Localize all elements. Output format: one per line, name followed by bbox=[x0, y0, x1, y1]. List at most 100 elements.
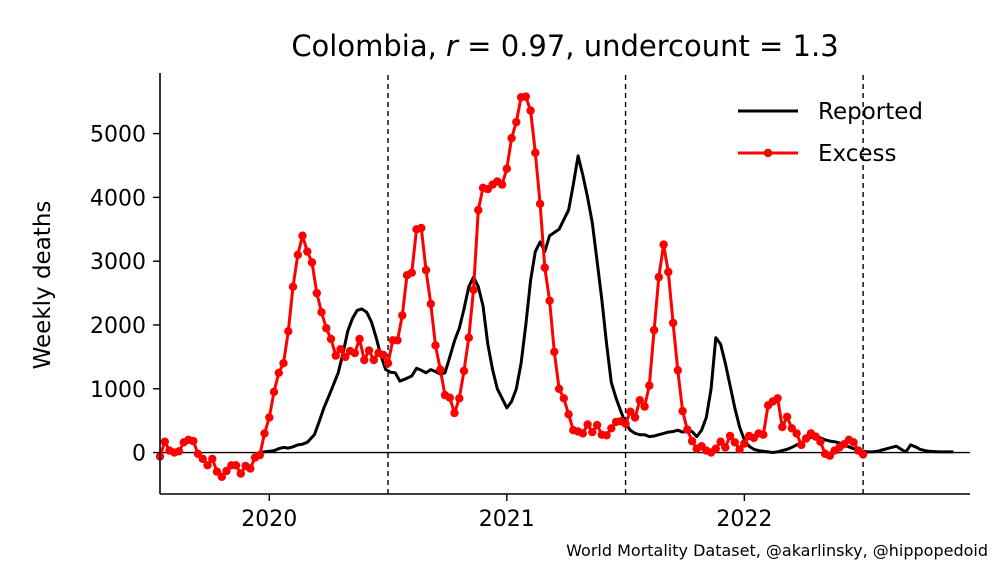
point-excess-13 bbox=[217, 472, 226, 481]
point-excess-92 bbox=[592, 420, 602, 430]
axes bbox=[159, 73, 970, 495]
point-excess-16 bbox=[231, 461, 241, 470]
y-tick-label-2: 2000 bbox=[90, 314, 146, 339]
chart-title: Colombia, r = 0.97, undercount = 1.3 bbox=[291, 29, 838, 63]
point-excess-37 bbox=[331, 351, 340, 360]
point-excess-101 bbox=[635, 396, 644, 405]
point-excess-98 bbox=[621, 419, 630, 428]
point-excess-25 bbox=[274, 368, 283, 377]
point-excess-112 bbox=[687, 436, 697, 446]
point-excess-50 bbox=[393, 336, 402, 345]
point-excess-75 bbox=[512, 117, 521, 127]
y-tick-label-5: 5000 bbox=[90, 123, 146, 148]
point-excess-1 bbox=[160, 437, 169, 446]
point-excess-118 bbox=[716, 437, 725, 446]
point-excess-107 bbox=[664, 267, 673, 277]
point-excess-78 bbox=[526, 106, 535, 115]
point-excess-139 bbox=[816, 437, 825, 446]
point-excess-130 bbox=[773, 394, 782, 403]
point-excess-132 bbox=[782, 412, 792, 421]
point-excess-123 bbox=[740, 439, 749, 448]
point-excess-62 bbox=[450, 408, 459, 418]
point-excess-33 bbox=[312, 288, 321, 298]
data-credit: World Mortality Dataset, @akarlinsky, @h… bbox=[566, 541, 988, 560]
point-excess-43 bbox=[360, 355, 369, 365]
point-excess-45 bbox=[369, 355, 378, 365]
point-excess-79 bbox=[531, 148, 540, 157]
point-excess-104 bbox=[649, 325, 659, 335]
y-tick-label-0: 0 bbox=[132, 442, 146, 467]
point-excess-35 bbox=[322, 324, 331, 333]
point-excess-21 bbox=[255, 450, 264, 460]
point-excess-111 bbox=[683, 425, 692, 434]
point-excess-95 bbox=[607, 424, 616, 433]
point-excess-86 bbox=[564, 410, 573, 419]
point-excess-103 bbox=[645, 381, 654, 390]
point-excess-85 bbox=[559, 394, 568, 403]
point-excess-131 bbox=[778, 422, 787, 432]
point-excess-19 bbox=[246, 464, 255, 473]
point-excess-108 bbox=[668, 318, 678, 328]
point-excess-72 bbox=[497, 180, 507, 189]
point-excess-22 bbox=[260, 429, 269, 438]
point-excess-77 bbox=[521, 92, 530, 101]
point-excess-134 bbox=[792, 429, 801, 438]
point-excess-36 bbox=[326, 334, 336, 344]
series-excess bbox=[155, 92, 868, 481]
point-excess-51 bbox=[398, 311, 407, 320]
point-excess-66 bbox=[469, 285, 478, 295]
point-excess-23 bbox=[265, 413, 274, 422]
point-excess-83 bbox=[550, 347, 559, 356]
point-excess-89 bbox=[578, 429, 587, 438]
y-ticks: 0 1000 2000 3000 4000 5000 bbox=[90, 123, 160, 467]
point-excess-148 bbox=[858, 450, 868, 459]
point-excess-7 bbox=[189, 436, 198, 446]
point-excess-32 bbox=[307, 258, 317, 267]
point-excess-100 bbox=[630, 413, 640, 422]
point-excess-122 bbox=[735, 445, 744, 454]
point-excess-4 bbox=[174, 447, 184, 456]
point-excess-82 bbox=[545, 296, 554, 305]
point-excess-67 bbox=[474, 205, 483, 215]
point-excess-81 bbox=[540, 263, 549, 272]
point-excess-55 bbox=[417, 223, 426, 233]
point-excess-27 bbox=[284, 327, 293, 336]
point-excess-28 bbox=[288, 282, 298, 291]
point-excess-53 bbox=[407, 268, 416, 277]
point-excess-109 bbox=[673, 366, 682, 375]
point-excess-135 bbox=[797, 440, 806, 450]
legend-excess-label: Excess bbox=[818, 141, 897, 167]
point-excess-17 bbox=[236, 469, 245, 478]
point-excess-64 bbox=[459, 366, 469, 376]
point-excess-84 bbox=[554, 384, 564, 393]
point-excess-121 bbox=[730, 438, 739, 447]
point-excess-34 bbox=[317, 308, 326, 317]
point-excess-31 bbox=[303, 247, 312, 256]
point-excess-26 bbox=[279, 359, 288, 368]
point-excess-120 bbox=[725, 431, 735, 441]
point-excess-110 bbox=[678, 406, 687, 416]
x-tick-label-2: 2022 bbox=[716, 507, 772, 532]
point-excess-57 bbox=[426, 299, 435, 309]
point-excess-47 bbox=[379, 350, 388, 360]
point-excess-41 bbox=[350, 348, 359, 358]
point-excess-91 bbox=[588, 427, 597, 437]
point-excess-42 bbox=[355, 334, 364, 344]
point-excess-73 bbox=[502, 164, 511, 173]
point-excess-29 bbox=[293, 250, 302, 259]
point-excess-74 bbox=[507, 133, 516, 143]
point-excess-127 bbox=[759, 430, 768, 439]
point-excess-44 bbox=[364, 346, 374, 355]
legend-excess-marker bbox=[763, 148, 773, 158]
y-tick-label-1: 1000 bbox=[90, 378, 146, 403]
point-excess-14 bbox=[222, 466, 231, 476]
y-tick-label-3: 3000 bbox=[90, 250, 146, 275]
point-excess-58 bbox=[431, 341, 440, 350]
point-excess-94 bbox=[602, 431, 611, 440]
point-excess-102 bbox=[640, 402, 649, 411]
x-ticks: 2020 2021 2022 bbox=[241, 494, 772, 532]
point-excess-61 bbox=[445, 393, 454, 402]
vertical-reference-lines bbox=[387, 75, 864, 494]
